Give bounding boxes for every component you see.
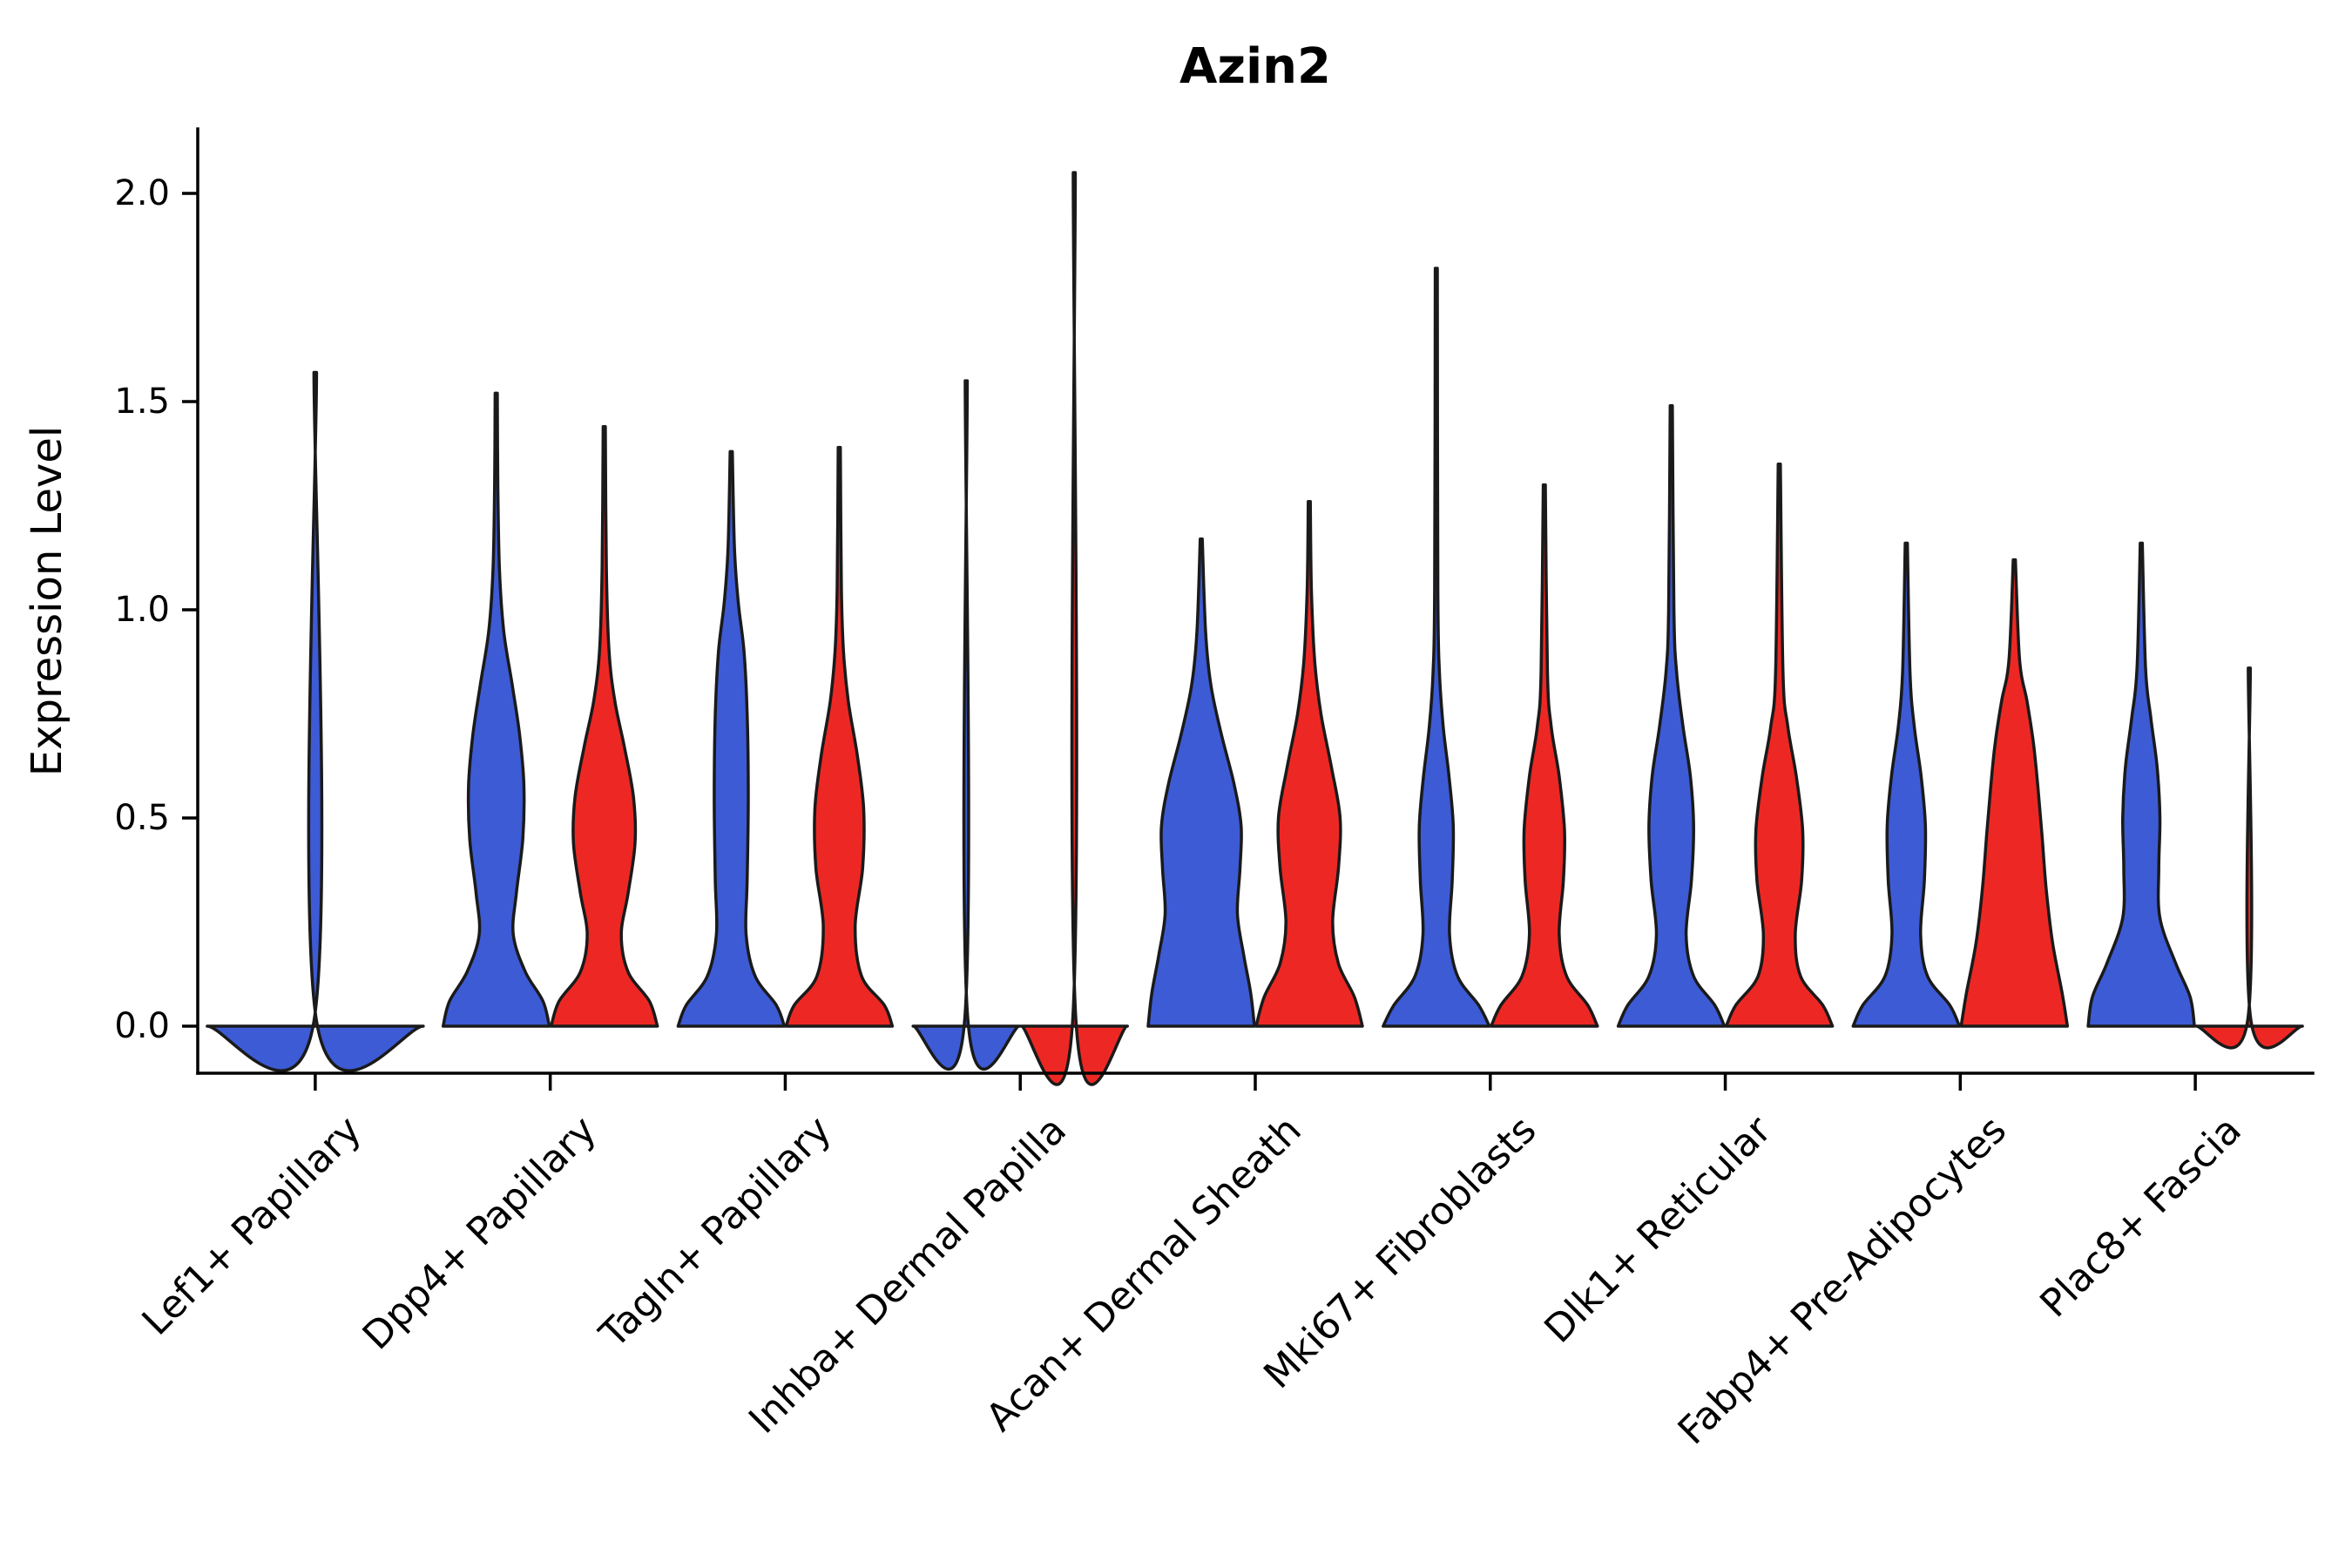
violin-mki67-fibroblasts-red xyxy=(1490,483,1599,1028)
violin-inhba-dermal-papilla-red xyxy=(1019,171,1129,1086)
x-tick-label: Mki67+ Fibroblasts xyxy=(1255,1108,1544,1397)
x-tick-label: Plac8+ Fascia xyxy=(2031,1108,2250,1327)
violin-tagln-papillary-red xyxy=(784,445,895,1028)
y-tick-label: 0.5 xyxy=(114,798,170,838)
x-tick-label: Dpp4+ Papillary xyxy=(355,1108,605,1359)
y-tick-label: 2.0 xyxy=(114,173,170,213)
violin-acan-dermal-sheath-blue xyxy=(1146,537,1256,1028)
violin-dpp4-papillary-red xyxy=(549,424,659,1028)
x-tick-label: Tagln+ Papillary xyxy=(591,1108,840,1357)
y-ticks: 0.0 0.5 1.0 1.5 2.0 xyxy=(114,173,198,1046)
chart-title: Azin2 xyxy=(1179,38,1331,95)
violin-plac8-fascia-red xyxy=(2194,666,2304,1050)
y-tick-label: 1.0 xyxy=(114,590,170,630)
x-tick-label: Dlk1+ Reticular xyxy=(1536,1107,1781,1352)
violin-dpp4-papillary-blue xyxy=(441,391,551,1028)
y-tick-label: 0.0 xyxy=(114,1006,170,1046)
violin-fabp4-pre-adipocytes-red xyxy=(1959,558,2070,1028)
violin-dlk1-reticular-red xyxy=(1724,462,1835,1028)
violins-layer xyxy=(206,171,2304,1086)
x-tick-label: Lef1+ Papillary xyxy=(134,1108,370,1344)
violin-plac8-fascia-blue xyxy=(2086,541,2196,1028)
violin-inhba-dermal-papilla-blue xyxy=(911,379,1021,1071)
violin-acan-dermal-sheath-red xyxy=(1254,499,1364,1028)
violin-tagln-papillary-blue xyxy=(676,449,787,1028)
violin-lef1-papillary-blue xyxy=(206,370,425,1072)
violin-dlk1-reticular-blue xyxy=(1616,404,1727,1028)
y-tick-label: 1.5 xyxy=(114,382,170,422)
y-axis-label: Expression Level xyxy=(23,426,71,777)
violin-mki67-fibroblasts-blue xyxy=(1382,267,1491,1028)
violin-fabp4-pre-adipocytes-blue xyxy=(1851,541,1962,1028)
